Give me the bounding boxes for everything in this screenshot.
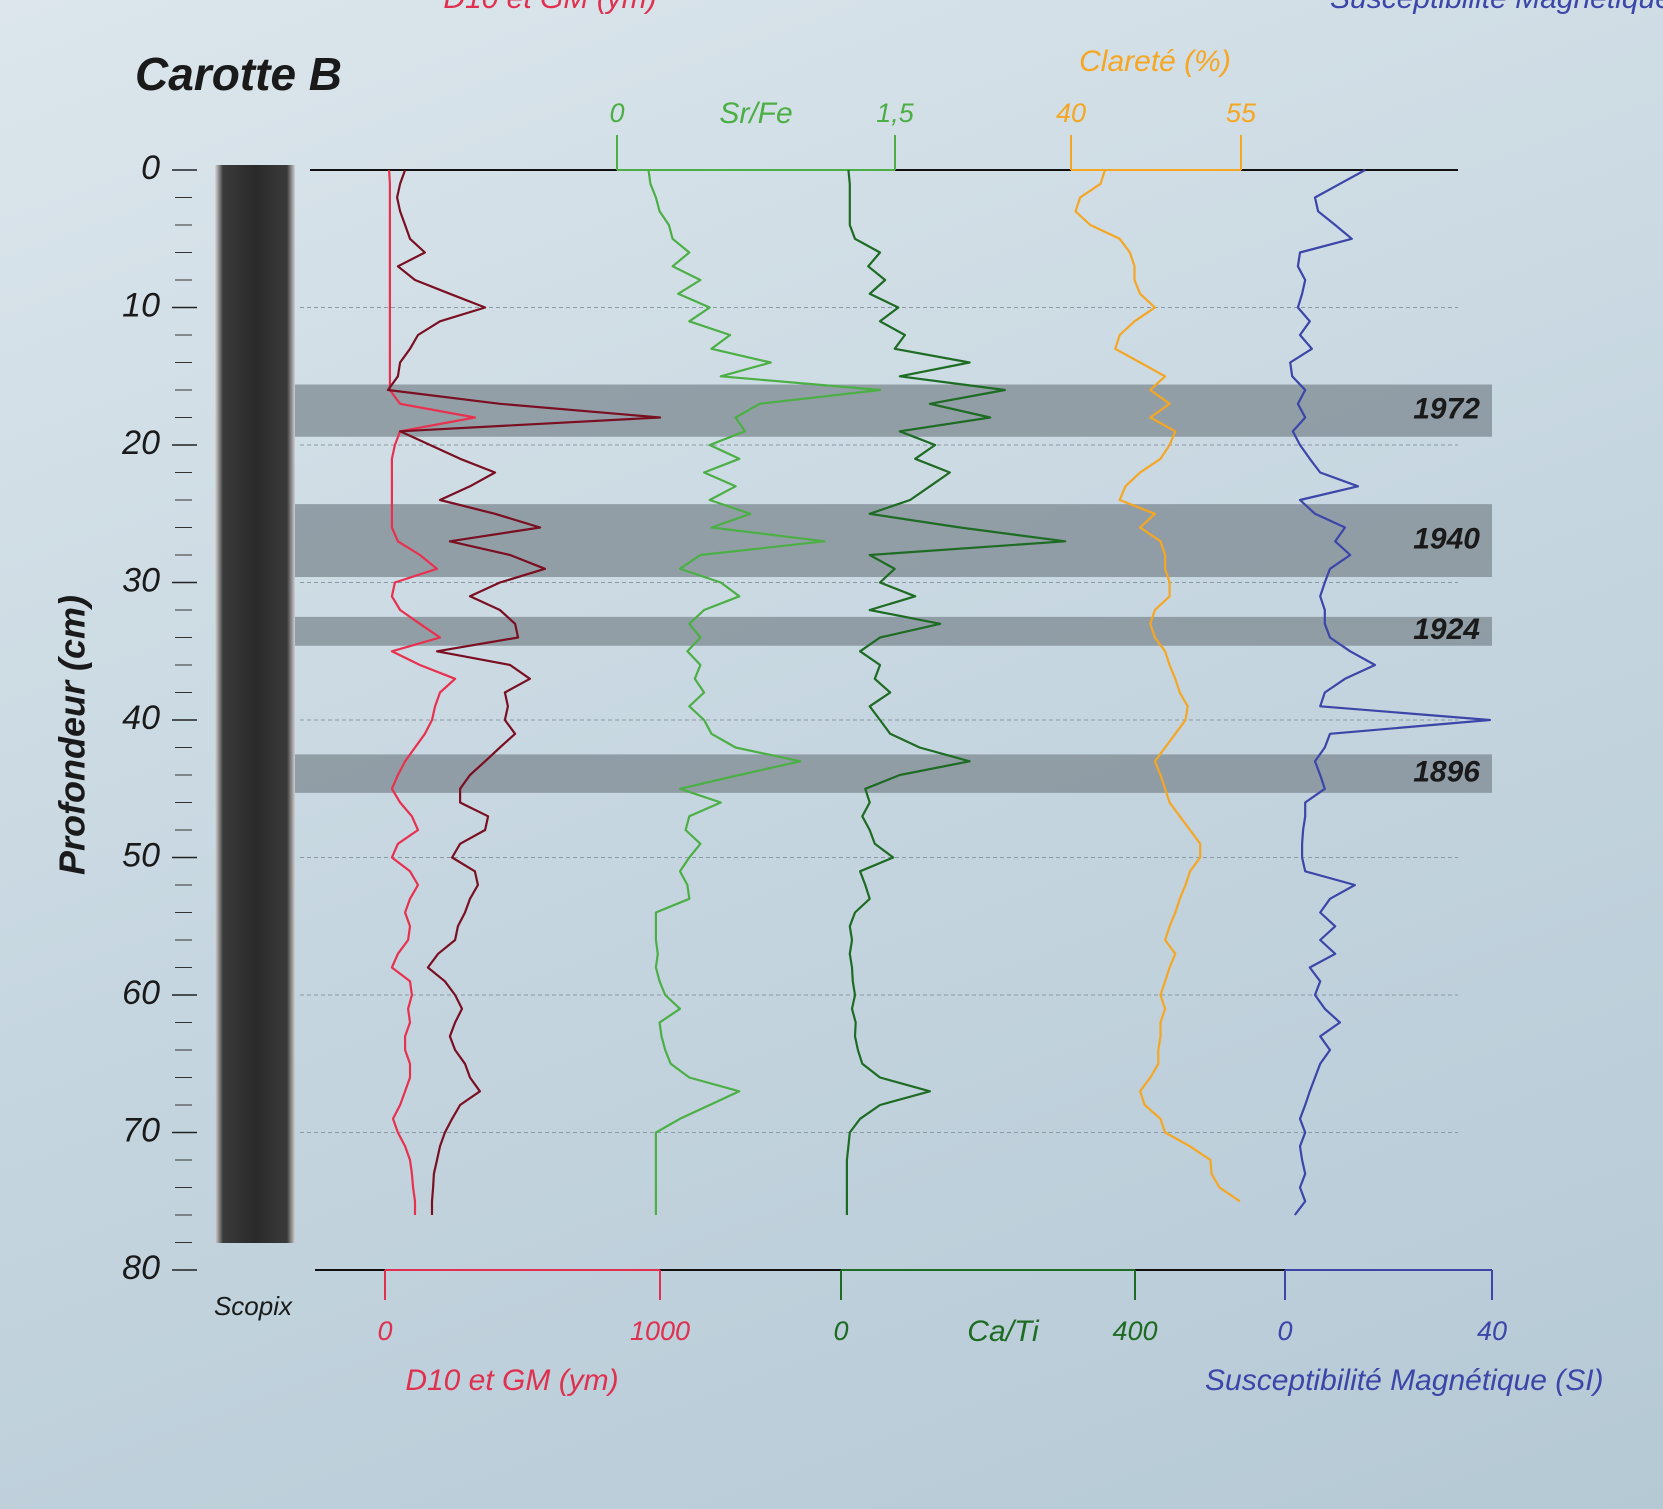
y-tick-label: 30 <box>122 561 160 599</box>
series-line <box>1074 169 1241 1203</box>
event-label: 1972 <box>1413 393 1480 426</box>
x-tick-label: 0 <box>833 1316 848 1346</box>
event-label: 1896 <box>1413 756 1480 789</box>
event-band <box>295 384 1492 437</box>
series-line <box>388 169 476 1215</box>
axis-title: Clareté (%) <box>1079 45 1231 78</box>
chart-title: Carotte B <box>135 48 342 100</box>
event-label: 1924 <box>1413 613 1480 646</box>
event-band <box>295 754 1492 793</box>
y-tick-label: 60 <box>122 974 160 1012</box>
x-tick-label: 0 <box>609 98 624 128</box>
y-axis-label: Profondeur (cm) <box>52 595 93 875</box>
y-tick-label: 40 <box>122 699 160 737</box>
axis-title: Ca/Ti <box>967 1315 1040 1348</box>
y-tick-label: 20 <box>121 424 160 462</box>
y-tick-label: 10 <box>122 286 160 324</box>
axis-title: D10 et GM (ym) <box>443 0 656 15</box>
x-tick-label: 0 <box>1277 1316 1292 1346</box>
y-tick-label: 0 <box>141 149 160 187</box>
axis-title: Susceptibilité Magnétique (SI) <box>1330 0 1663 15</box>
x-tick-label: 400 <box>1112 1316 1157 1346</box>
axis-title: Susceptibilité Magnétique (SI) <box>1205 1364 1604 1397</box>
x-tick-label: 55 <box>1226 98 1257 128</box>
y-tick-label: 70 <box>122 1111 160 1149</box>
core-label: Scopix <box>214 1291 293 1321</box>
series-line <box>845 169 1067 1215</box>
x-tick-label: 40 <box>1477 1316 1507 1346</box>
y-tick-label: 50 <box>122 836 160 874</box>
x-tick-label: 1000 <box>630 1316 690 1346</box>
core-image <box>215 165 295 1243</box>
axis-title: Sr/Fe <box>719 97 792 130</box>
series-line <box>1289 169 1491 1216</box>
series-line <box>647 169 882 1215</box>
event-band <box>295 504 1492 577</box>
x-tick-label: 0 <box>377 1316 392 1346</box>
x-tick-label: 1,5 <box>876 98 915 128</box>
event-band <box>295 616 1492 646</box>
x-tick-label: 40 <box>1056 98 1086 128</box>
series-line <box>386 169 662 1215</box>
y-tick-label: 80 <box>122 1249 160 1287</box>
event-label: 1940 <box>1413 522 1480 555</box>
axis-title: D10 et GM (ym) <box>405 1364 618 1397</box>
